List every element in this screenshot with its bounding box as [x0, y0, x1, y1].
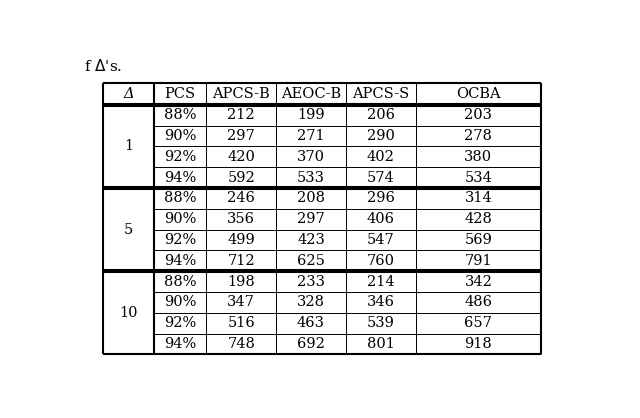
- Text: 574: 574: [367, 171, 395, 185]
- Text: 428: 428: [465, 212, 492, 226]
- Text: 297: 297: [227, 129, 255, 143]
- Text: 90%: 90%: [164, 129, 196, 143]
- Text: 380: 380: [464, 150, 492, 164]
- Text: 5: 5: [124, 222, 133, 237]
- Text: 547: 547: [367, 233, 395, 247]
- Text: 199: 199: [297, 108, 324, 122]
- Text: 278: 278: [465, 129, 492, 143]
- Text: PCS: PCS: [164, 87, 196, 101]
- Text: f $\Delta$'s.: f $\Delta$'s.: [84, 58, 122, 74]
- Text: 712: 712: [227, 254, 255, 268]
- Text: 90%: 90%: [164, 296, 196, 309]
- Text: 760: 760: [367, 254, 395, 268]
- Text: 328: 328: [297, 296, 325, 309]
- Text: 233: 233: [297, 275, 325, 288]
- Text: 499: 499: [227, 233, 255, 247]
- Text: 748: 748: [227, 337, 255, 351]
- Text: 246: 246: [227, 191, 255, 205]
- Text: 370: 370: [297, 150, 325, 164]
- Text: 356: 356: [227, 212, 255, 226]
- Text: 918: 918: [465, 337, 492, 351]
- Text: 198: 198: [227, 275, 255, 288]
- Text: 486: 486: [465, 296, 492, 309]
- Text: 406: 406: [367, 212, 395, 226]
- Text: 569: 569: [465, 233, 492, 247]
- Text: 463: 463: [297, 316, 325, 330]
- Text: OCBA: OCBA: [456, 87, 500, 101]
- Text: AEOC-B: AEOC-B: [281, 87, 341, 101]
- Text: 92%: 92%: [164, 150, 196, 164]
- Text: 1: 1: [124, 140, 133, 153]
- Text: 533: 533: [297, 171, 325, 185]
- Text: 342: 342: [465, 275, 492, 288]
- Text: 212: 212: [227, 108, 255, 122]
- Text: 296: 296: [367, 191, 395, 205]
- Text: 297: 297: [297, 212, 325, 226]
- Text: 92%: 92%: [164, 233, 196, 247]
- Text: 203: 203: [465, 108, 492, 122]
- Text: 94%: 94%: [164, 254, 196, 268]
- Text: APCS-S: APCS-S: [352, 87, 410, 101]
- Text: 208: 208: [297, 191, 325, 205]
- Text: 88%: 88%: [164, 275, 196, 288]
- Text: 90%: 90%: [164, 212, 196, 226]
- Text: 539: 539: [367, 316, 395, 330]
- Text: 271: 271: [297, 129, 324, 143]
- Text: 214: 214: [367, 275, 394, 288]
- Text: 534: 534: [465, 171, 492, 185]
- Text: 88%: 88%: [164, 191, 196, 205]
- Text: 423: 423: [297, 233, 325, 247]
- Text: APCS-B: APCS-B: [212, 87, 270, 101]
- Text: 314: 314: [465, 191, 492, 205]
- Text: 88%: 88%: [164, 108, 196, 122]
- Text: 346: 346: [367, 296, 395, 309]
- Text: 94%: 94%: [164, 337, 196, 351]
- Text: 94%: 94%: [164, 171, 196, 185]
- Text: 692: 692: [297, 337, 325, 351]
- Text: 657: 657: [465, 316, 492, 330]
- Text: Δ: Δ: [123, 87, 134, 101]
- Text: 420: 420: [227, 150, 255, 164]
- Text: 92%: 92%: [164, 316, 196, 330]
- Text: 290: 290: [367, 129, 395, 143]
- Text: 10: 10: [119, 306, 138, 320]
- Text: 592: 592: [227, 171, 255, 185]
- Text: 402: 402: [367, 150, 395, 164]
- Text: 206: 206: [367, 108, 395, 122]
- Text: 347: 347: [227, 296, 255, 309]
- Text: 791: 791: [465, 254, 492, 268]
- Text: 625: 625: [297, 254, 325, 268]
- Text: 801: 801: [367, 337, 395, 351]
- Text: 516: 516: [227, 316, 255, 330]
